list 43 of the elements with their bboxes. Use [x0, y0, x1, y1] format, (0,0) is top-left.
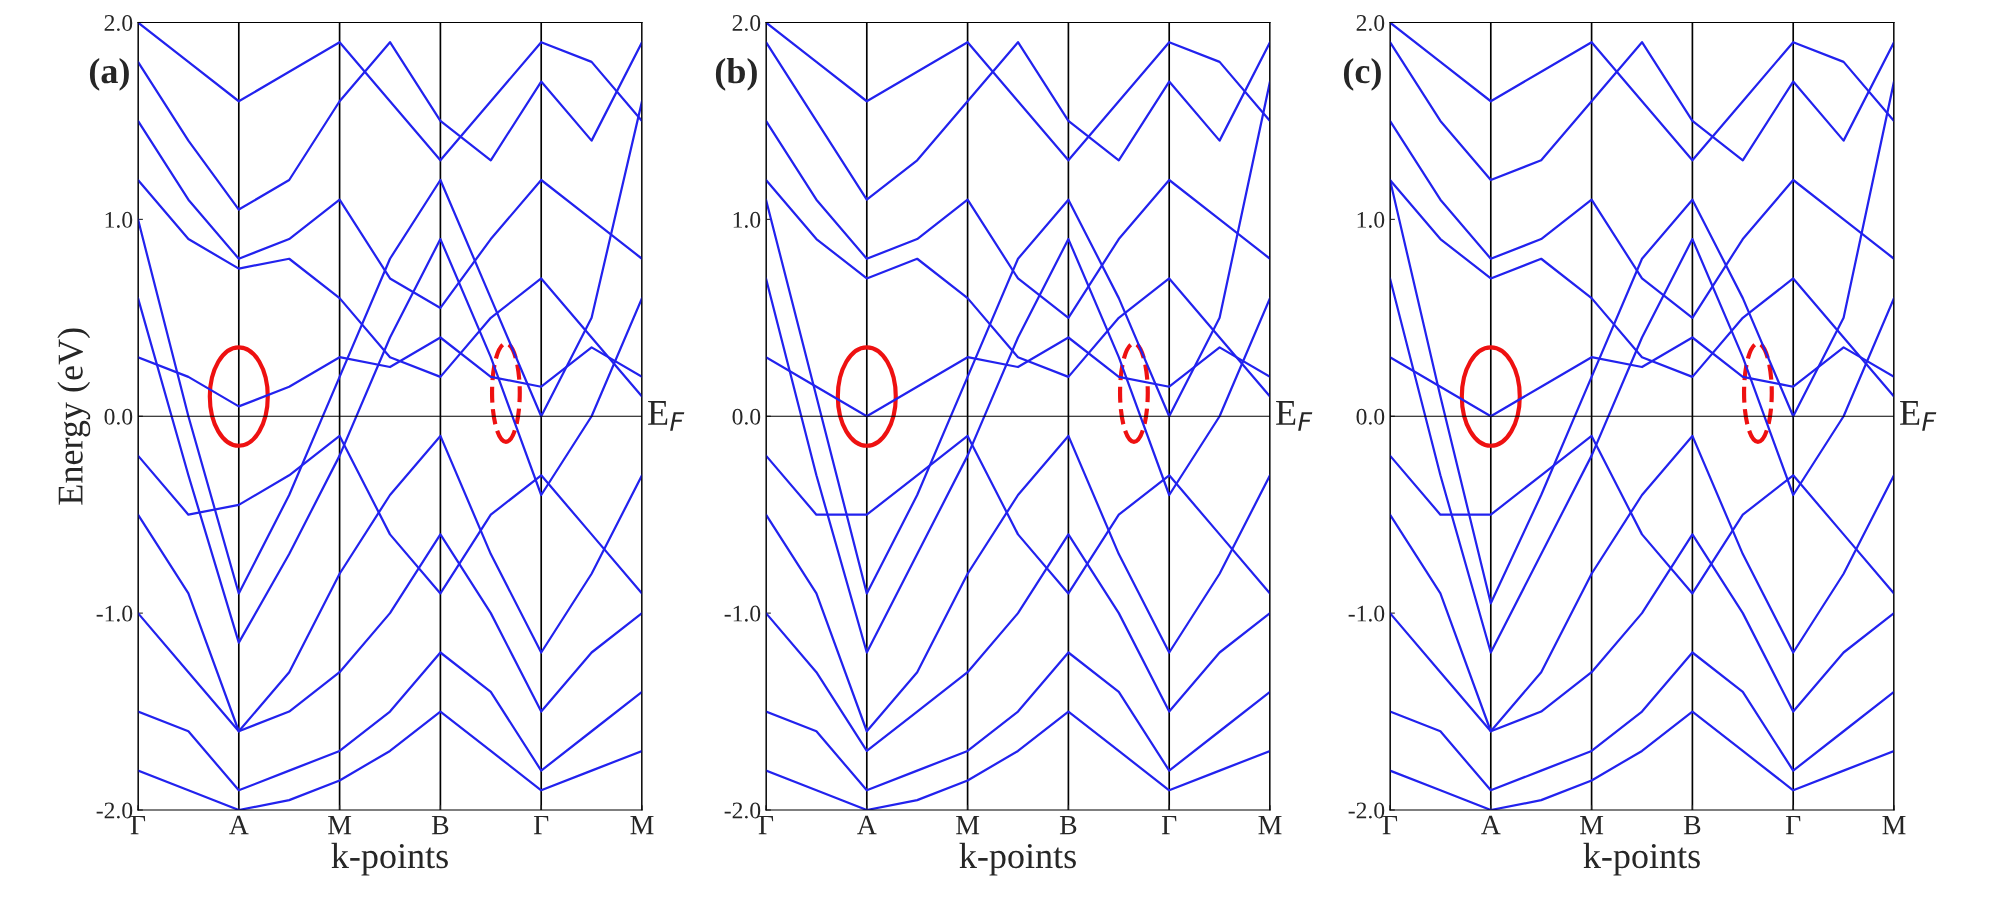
y-tick-label: -1.0 [96, 605, 133, 622]
x-axis-title: k-points [959, 842, 1076, 876]
y-tick-label: -1.0 [724, 605, 761, 622]
line-series [1390, 651, 1894, 792]
x-tick-label: M [328, 815, 352, 835]
x-axis-title: k-points [331, 842, 448, 876]
x-tick-label: B [431, 815, 449, 835]
x-tick-label: A [857, 815, 877, 835]
x-tick-label: Γ [533, 815, 549, 835]
y-tick-label: 1.0 [733, 211, 761, 228]
ref-line-label: E$_{F}$ [1276, 401, 1313, 431]
line-series [138, 651, 642, 792]
y-tick-label: 1.0 [1357, 211, 1385, 228]
x-tick-label: B [1059, 815, 1077, 835]
x-tick-label: Γ [1785, 815, 1801, 835]
x-tick-label: M [630, 815, 654, 835]
x-tick-label: M [1258, 815, 1282, 835]
x-tick-label: A [1481, 815, 1501, 835]
x-tick-label: Γ [1161, 815, 1177, 835]
line-series [1390, 434, 1894, 733]
x-tick-label: A [229, 815, 249, 835]
y-tick-label: 0.0 [1356, 408, 1385, 425]
y-tick-label: 0.0 [732, 408, 761, 425]
y-tick-label: 2.0 [1356, 14, 1385, 32]
ref-line-label: E$_{F}$ [1900, 401, 1937, 431]
y-tick-label: 0.0 [104, 408, 133, 425]
y-axis-title: Energy (eV) [57, 328, 91, 505]
y-tick-label: 2.0 [104, 14, 133, 32]
text: (c) [1343, 57, 1381, 91]
text: (a) [89, 57, 129, 91]
y-tick-label: 1.0 [105, 211, 133, 228]
x-axis-title: k-points [1583, 842, 1700, 876]
line-series [766, 651, 1270, 792]
text: (b) [715, 57, 757, 91]
line-series [766, 434, 1270, 733]
x-tick-label: M [1882, 815, 1906, 835]
line-series [138, 434, 642, 733]
ref-line-label: E$_{F}$ [648, 401, 685, 431]
y-tick-label: 2.0 [732, 14, 761, 32]
y-tick-label: -1.0 [1348, 605, 1385, 622]
x-tick-label: B [1683, 815, 1701, 835]
x-tick-label: M [1580, 815, 1604, 835]
x-tick-label: M [956, 815, 980, 835]
